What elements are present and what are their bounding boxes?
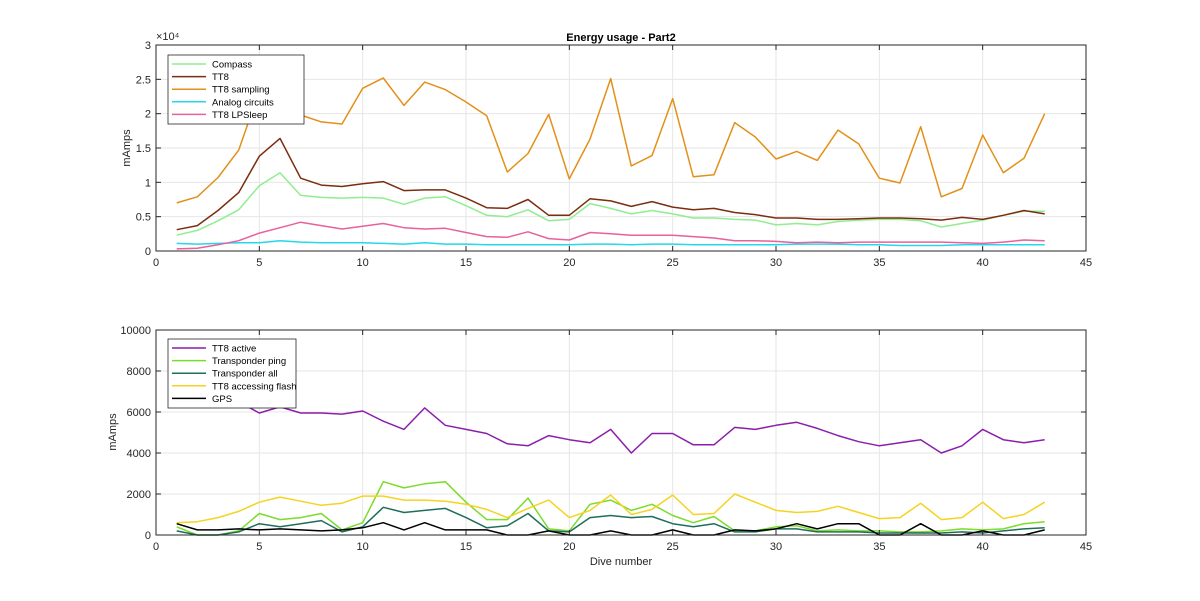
- bottom-x-tick-label: 20: [563, 541, 575, 553]
- top-chart-title: Energy usage - Part2: [566, 32, 675, 44]
- top-y-axis-label: mAmps: [121, 129, 133, 167]
- top-legend-label-tt8-lpsleep: TT8 LPSleep: [212, 110, 267, 121]
- bottom-legend-label-transponder-all: Transponder all: [212, 369, 278, 380]
- top-series-line-tt8: [176, 137, 1045, 231]
- top-series-line-analog-circuits: [176, 239, 1045, 247]
- bottom-legend-label-tt8-accessing-flash: TT8 accessing flash: [212, 381, 296, 392]
- top-y-tick-label: 1.5: [136, 143, 151, 155]
- bottom-series-line-tt8-accessing-flash: [176, 493, 1046, 524]
- bottom-y-tick-label: 10000: [120, 325, 151, 337]
- bottom-x-tick-label: 45: [1080, 541, 1092, 553]
- bottom-series-line-transponder-ping: [176, 480, 1045, 536]
- top-plot: 0 5 10 15 20 25 30 35 40 45 0 0.5 1 1.5 2 2.5 3 Energy u…: [121, 31, 1092, 269]
- top-x-tick-label: 35: [873, 257, 885, 269]
- bottom-legend-label-transponder-ping: Transponder ping: [212, 356, 286, 367]
- bottom-y-tick-label: 8000: [127, 366, 151, 378]
- top-legend-label-compass: Compass: [212, 60, 252, 71]
- bottom-x-tick-label: 10: [357, 541, 369, 553]
- top-ticks: 0 5 10 15 20 25 30 35 40 45 0 0.5 1 1.5 2 2.5 3: [136, 40, 1092, 269]
- top-y-tick-label: 0: [145, 246, 151, 258]
- top-y-tick-label: 3: [145, 40, 151, 52]
- bottom-series-line-tt8-active: [176, 392, 1045, 454]
- bottom-ticks: 0 5 10 15 20 25 30 35 40 45 0 2000 4000 6000 8000 10000: [120, 325, 1092, 553]
- bottom-plot-frame: [155, 329, 1087, 536]
- top-y-tick-label: 0.5: [136, 212, 151, 224]
- bottom-x-tick-label: 35: [873, 541, 885, 553]
- top-legend-label-analog-circuits: Analog circuits: [212, 97, 274, 108]
- top-series-line-tt8-lpsleep: [176, 221, 1045, 250]
- bottom-y-tick-label: 2000: [127, 489, 151, 501]
- top-series-line-tt8-sampling: [176, 60, 1046, 204]
- bottom-legend-label-gps: GPS: [212, 394, 232, 405]
- bottom-x-tick-label: 5: [256, 541, 262, 553]
- top-x-tick-label: 15: [460, 257, 472, 269]
- bottom-legend-label-tt8-active: TT8 active: [212, 344, 256, 355]
- top-x-tick-label: 5: [256, 257, 262, 269]
- top-x-tick-label: 40: [977, 257, 989, 269]
- top-y-tick-label: 2.5: [136, 74, 151, 86]
- top-y-exponent: ×10⁴: [156, 31, 180, 43]
- bottom-x-tick-label: 0: [153, 541, 159, 553]
- top-y-tick-label: 1: [145, 177, 151, 189]
- top-x-tick-label: 45: [1080, 257, 1092, 269]
- bottom-x-tick-label: 40: [977, 541, 989, 553]
- top-series-line-compass: [176, 171, 1045, 236]
- bottom-y-axis-label: mAmps: [107, 413, 119, 451]
- bottom-x-axis-label: Dive number: [590, 556, 653, 568]
- bottom-plot: 0 5 10 15 20 25 30 35 40 45 0 2000 4000 6000 8000 10000…: [107, 325, 1092, 568]
- top-x-tick-label: 0: [153, 257, 159, 269]
- top-x-tick-label: 30: [770, 257, 782, 269]
- top-x-tick-label: 10: [357, 257, 369, 269]
- top-x-tick-label: 25: [667, 257, 679, 269]
- bottom-y-tick-label: 6000: [127, 407, 151, 419]
- bottom-x-tick-label: 30: [770, 541, 782, 553]
- bottom-x-tick-label: 25: [667, 541, 679, 553]
- bottom-plot-area: [156, 330, 1086, 535]
- bottom-y-tick-label: 0: [145, 530, 151, 542]
- top-series-lines: [176, 60, 1046, 250]
- top-legend-label-tt8: TT8: [212, 72, 229, 83]
- bottom-y-tick-label: 4000: [127, 448, 151, 460]
- top-legend-label-tt8-sampling: TT8 sampling: [212, 85, 270, 96]
- bottom-series-line-transponder-all: [176, 506, 1045, 536]
- top-y-tick-label: 2: [145, 109, 151, 121]
- top-x-tick-label: 20: [563, 257, 575, 269]
- bottom-x-tick-label: 15: [460, 541, 472, 553]
